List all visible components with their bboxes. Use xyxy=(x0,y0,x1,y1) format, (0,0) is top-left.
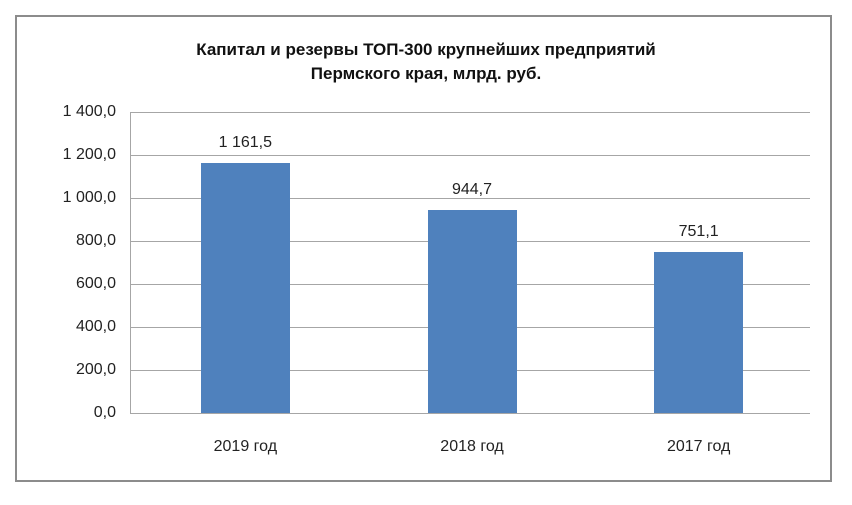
data-label: 1 161,5 xyxy=(218,134,273,152)
chart-title-line-1: Капитал и резервы ТОП-300 крупнейших пре… xyxy=(196,40,656,59)
y-tick-label: 800,0 xyxy=(75,232,116,249)
chart-title-line-2: Пермского края, млрд. руб. xyxy=(310,64,542,83)
data-label: 944,7 xyxy=(451,180,493,198)
y-tick-label: 400,0 xyxy=(75,318,116,335)
y-tick-label: 1 000,0 xyxy=(62,189,116,206)
y-tick-label: 600,0 xyxy=(75,275,116,292)
bar xyxy=(200,163,290,413)
gridline xyxy=(130,198,810,199)
x-axis-line xyxy=(130,413,810,414)
x-tick-label: 2019 год xyxy=(213,438,278,455)
bar xyxy=(427,209,517,413)
y-axis-line xyxy=(130,112,131,413)
bar xyxy=(654,251,744,413)
gridline xyxy=(130,112,810,113)
y-tick-label: 1 200,0 xyxy=(62,146,116,163)
y-tick-label: 200,0 xyxy=(75,361,116,378)
y-tick-label: 1 400,0 xyxy=(62,103,116,120)
x-tick-label: 2018 год xyxy=(440,438,504,455)
x-tick-label: 2017 год xyxy=(666,438,731,455)
chart-title: Капитал и резервы ТОП-300 крупнейших пре… xyxy=(0,38,852,86)
data-label: 751,1 xyxy=(678,222,719,240)
gridline xyxy=(130,155,810,156)
y-tick-label: 0,0 xyxy=(93,404,116,421)
